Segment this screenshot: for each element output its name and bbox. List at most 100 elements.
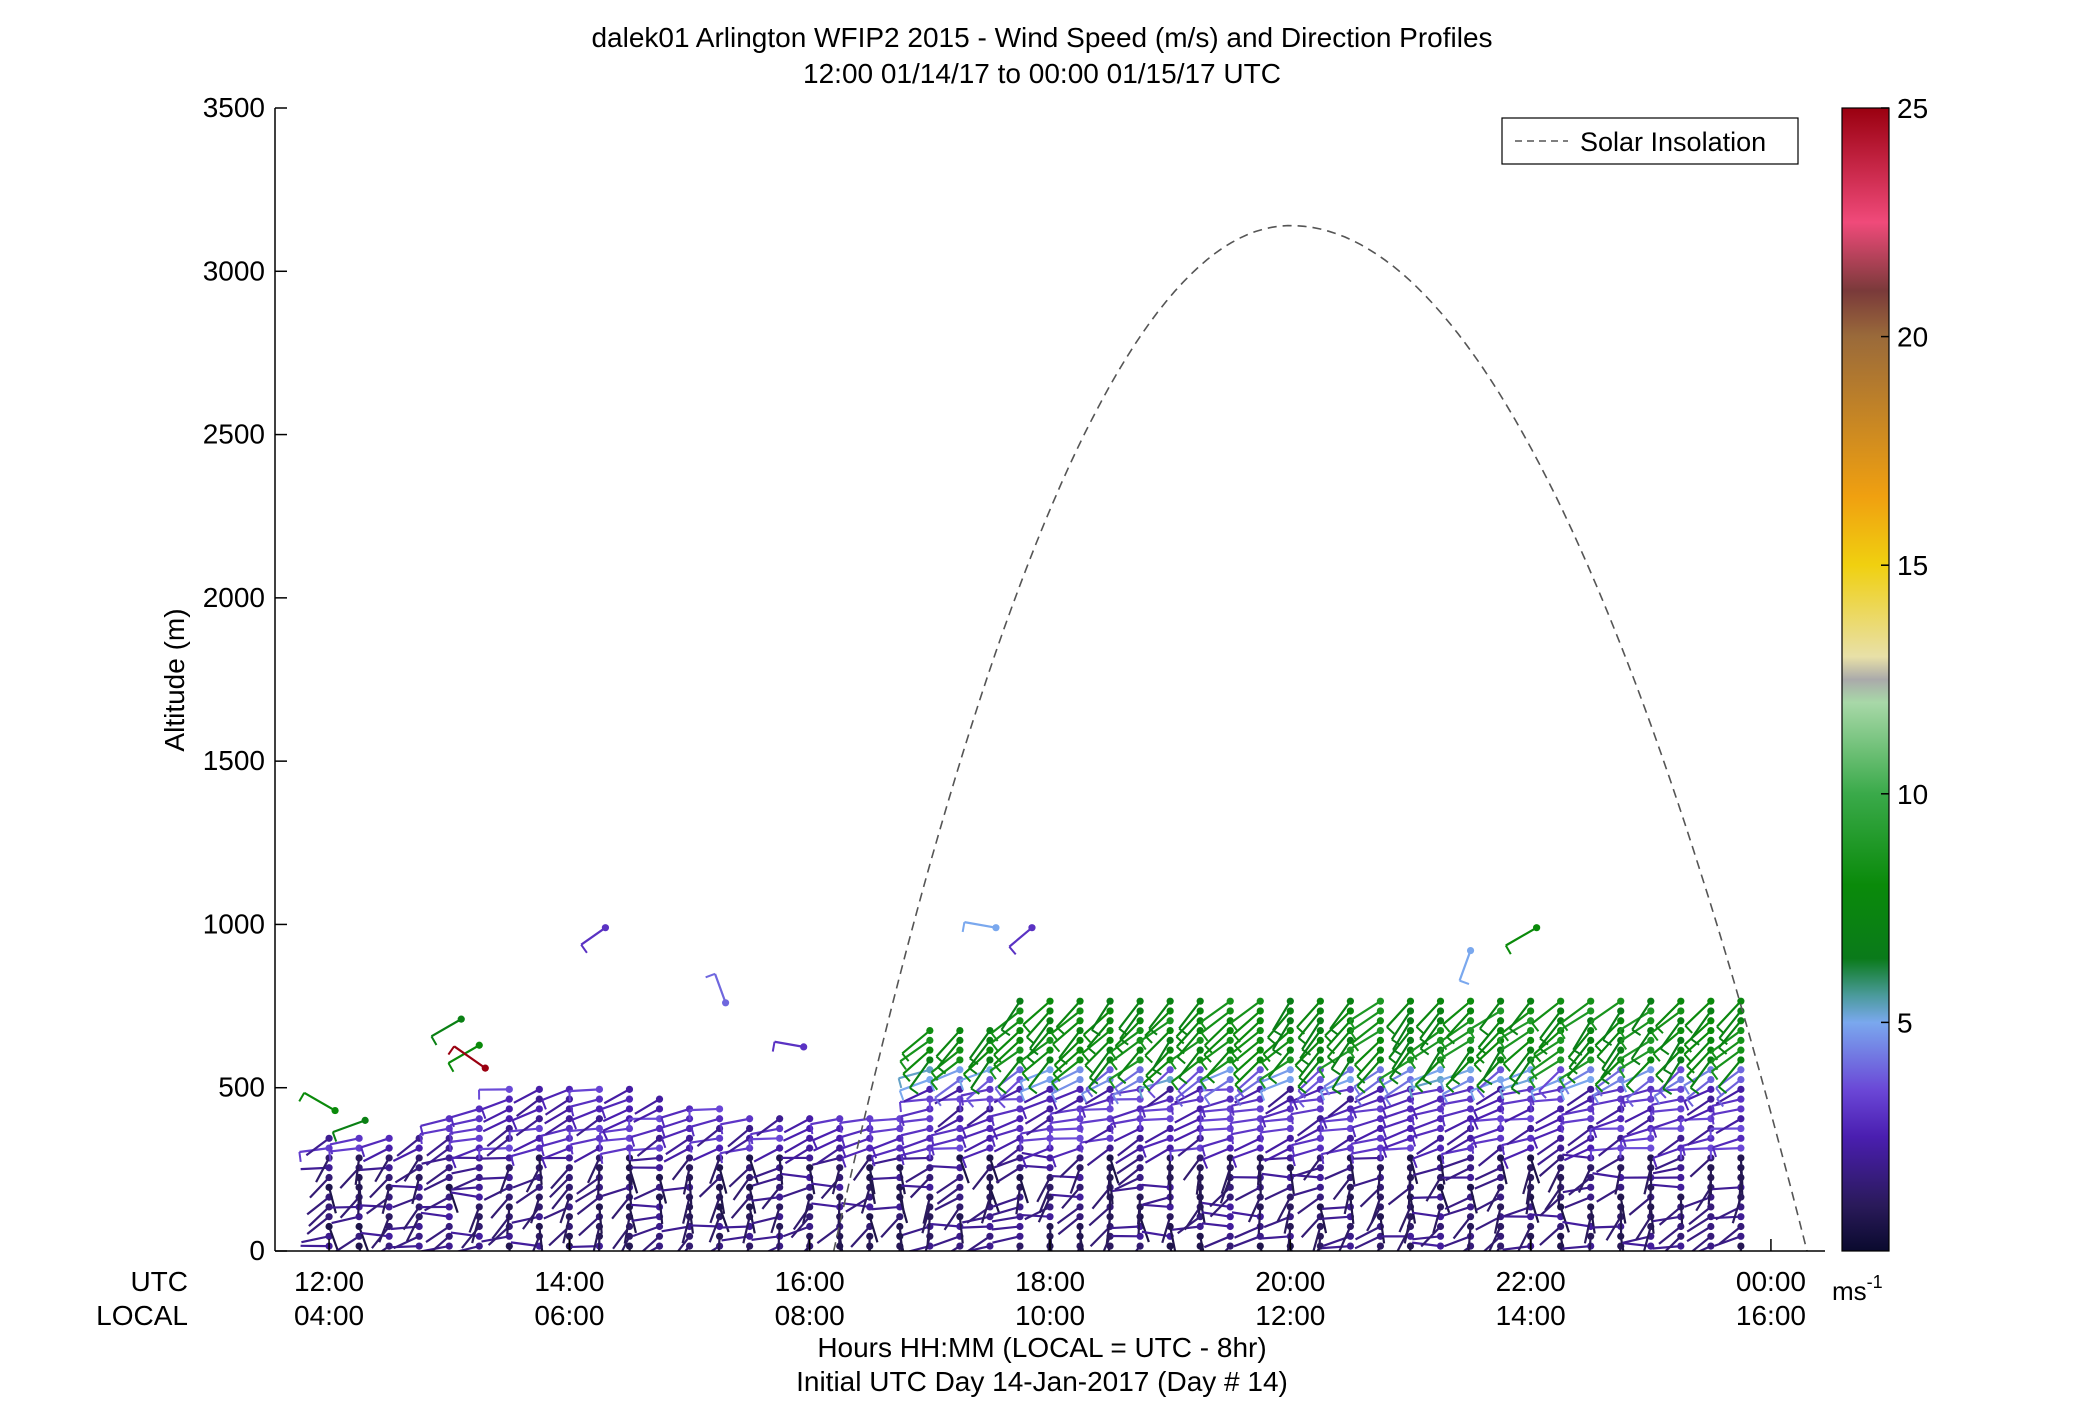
wind-barb-staff (423, 1176, 450, 1191)
wind-barb-staff (868, 1216, 879, 1243)
wind-barb-point (746, 1115, 754, 1123)
wind-barb-point (1226, 1026, 1234, 1035)
wind-barb-flag (598, 1132, 603, 1143)
wind-barb-staff (781, 1172, 810, 1179)
wind-barb-point (415, 1213, 423, 1221)
wind-barb-point (355, 1242, 363, 1250)
wind-barb-staff (1662, 1039, 1682, 1071)
wind-barb-staff (1589, 1206, 1596, 1234)
wind-barb-point (1496, 1193, 1505, 1201)
wind-barb-flag (1566, 1075, 1576, 1084)
wind-barb-staff (752, 1166, 781, 1179)
wind-barb-flag (1408, 1087, 1413, 1099)
wind-barb-point (1286, 1007, 1294, 1015)
wind-barb-staff (1287, 1226, 1292, 1251)
wind-barb-flag (1445, 1084, 1455, 1094)
wind-barb-point (1677, 1183, 1685, 1191)
wind-barb-flag (1081, 1052, 1090, 1062)
wind-barb-point (721, 999, 730, 1007)
wind-barb-staff (1714, 1235, 1742, 1247)
wind-barb-flag (1117, 1076, 1127, 1085)
wind-barb-point (715, 1232, 724, 1240)
wind-barb-flag (994, 1087, 1003, 1097)
wind-barb-point (1737, 1046, 1745, 1054)
wind-barb-staff (1199, 1059, 1231, 1082)
wind-barb-point (1136, 1007, 1144, 1015)
wind-barb-staff (1508, 1049, 1532, 1079)
wind-barb-point (992, 924, 1000, 932)
wind-barb-staff (1175, 1010, 1202, 1038)
wind-barb-point (1256, 1193, 1264, 1201)
wind-barb-staff (628, 1157, 633, 1185)
wind-barb-staff (1712, 1137, 1742, 1149)
wind-barb-point (445, 1154, 453, 1162)
wind-barb-point (1406, 1242, 1415, 1250)
wind-barb-flag (897, 1078, 903, 1089)
wind-barb-flag (1504, 944, 1512, 955)
wind-barb-staff (1022, 1147, 1051, 1160)
wind-barb-staff (301, 1235, 330, 1244)
wind-barb-staff (1651, 1010, 1682, 1034)
wind-barb-point (1256, 1066, 1264, 1074)
wind-barb-point (655, 1095, 664, 1103)
wind-barb-point (505, 1203, 513, 1211)
wind-barb-flag (1356, 1075, 1366, 1084)
wind-barb-point (385, 1183, 393, 1191)
wind-barb-staff (1110, 1117, 1141, 1126)
wind-barb-flag (1631, 1058, 1641, 1066)
wind-barb-point (1226, 1222, 1234, 1231)
wind-barb-point (1226, 1242, 1234, 1250)
wind-barb-staff (308, 1206, 330, 1227)
wind-barb-point (956, 1213, 964, 1221)
wind-barb-point (715, 1144, 724, 1152)
wind-barb-staff (868, 1167, 876, 1195)
wind-barb-point (1286, 1026, 1294, 1035)
wind-barb-staff (1626, 1117, 1652, 1136)
wind-barb-point (1466, 1154, 1475, 1162)
wind-barb-point (1587, 1046, 1595, 1054)
wind-barb-staff (468, 1206, 481, 1233)
wind-barb-staff (1176, 1029, 1202, 1058)
y-tick-label: 3000 (203, 255, 265, 286)
wind-barb-staff (717, 1236, 721, 1251)
wind-barb-staff (1108, 1197, 1112, 1225)
wind-barb-staff (721, 1225, 750, 1229)
wind-barb-staff (1415, 1000, 1442, 1028)
wind-barb-point (325, 1164, 333, 1172)
wind-barb-flag (1683, 1053, 1692, 1063)
wind-barb-staff (1597, 1137, 1622, 1157)
wind-barb-staff (1051, 1010, 1081, 1035)
wind-barb-staff (540, 1137, 570, 1148)
wind-barb-staff (661, 1117, 690, 1129)
wind-barb-staff (1577, 1167, 1592, 1194)
wind-barb-point (1707, 1007, 1715, 1015)
wind-barb-point (1677, 1134, 1685, 1142)
wind-barb-staff (628, 1177, 633, 1205)
wind-barb-flag (1019, 1133, 1024, 1144)
wind-barb-point (866, 1164, 874, 1172)
wind-barb-point (926, 1056, 934, 1064)
wind-barb-point (445, 1222, 453, 1231)
wind-barb-flag (990, 1136, 996, 1147)
wind-barb-staff (1408, 1167, 1412, 1195)
wind-barb-flag (1082, 1034, 1092, 1043)
wind-barb-flag (771, 1041, 776, 1052)
wind-barb-staff (570, 1137, 600, 1146)
wind-barb-staff (1532, 1213, 1561, 1218)
wind-barb-staff (602, 1107, 630, 1123)
wind-barb-staff (690, 1117, 720, 1128)
wind-barb-point (685, 1134, 694, 1142)
wind-barb-staff (1290, 1107, 1321, 1116)
wind-barb-point (1256, 1203, 1264, 1211)
wind-barb-staff (1547, 1167, 1562, 1193)
wind-barb-point (1587, 1066, 1595, 1074)
wind-barb-flag (448, 1133, 453, 1144)
y-tick-label: 2500 (203, 419, 265, 450)
wind-barb-staff (450, 1186, 480, 1191)
wind-barb-point (1046, 997, 1054, 1005)
wind-barb-flag (1324, 1034, 1333, 1044)
wind-barb-staff (1565, 1137, 1592, 1155)
wind-barb-staff (1297, 1059, 1322, 1088)
wind-barb-point (956, 1115, 964, 1123)
wind-barb-flag (841, 1147, 847, 1159)
